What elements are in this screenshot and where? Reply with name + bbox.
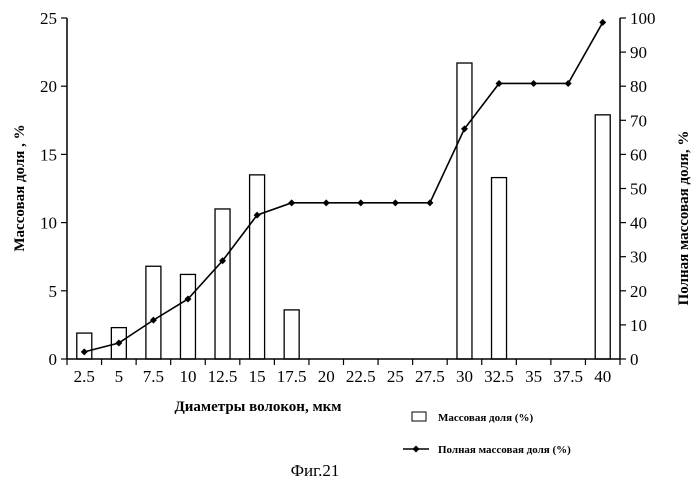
y2-tick-label: 30 bbox=[630, 248, 647, 267]
bar bbox=[215, 209, 230, 359]
y2-tick-label: 20 bbox=[630, 282, 647, 301]
bar bbox=[284, 310, 299, 359]
x-tick-label: 27.5 bbox=[415, 367, 445, 386]
x-tick-label: 7.5 bbox=[143, 367, 164, 386]
y-tick-label: 15 bbox=[40, 145, 57, 164]
legend-line-marker bbox=[413, 446, 420, 453]
y2-tick-label: 100 bbox=[630, 9, 656, 28]
x-tick-label: 30 bbox=[456, 367, 473, 386]
tick-labels: 0 5 10 15 20 25 0 10 20 30 40 50 60 70 80 90 100 2.5 5 7.5 1… bbox=[40, 9, 656, 386]
x-tick-label: 20 bbox=[318, 367, 335, 386]
line-point-marker bbox=[530, 80, 537, 87]
x-tick-label: 25 bbox=[387, 367, 404, 386]
x-tick-label: 22.5 bbox=[346, 367, 376, 386]
y2-tick-label: 40 bbox=[630, 214, 647, 233]
x-tick-label: 32.5 bbox=[484, 367, 514, 386]
x-tick-label: 40 bbox=[594, 367, 611, 386]
bar-series-mass-fraction bbox=[77, 63, 610, 359]
y2-axis-title: Полная массовая доля, % bbox=[676, 131, 692, 306]
x-tick-label: 12.5 bbox=[208, 367, 238, 386]
cumulative-line bbox=[84, 22, 602, 351]
y2-tick-label: 50 bbox=[630, 180, 647, 199]
y-tick-label: 25 bbox=[40, 9, 57, 28]
legend-label-mass-fraction: Массовая доля (%) bbox=[438, 412, 533, 424]
y-axis-title: Массовая доля , % bbox=[12, 124, 28, 251]
legend: Массовая доля (%) Полная массовая доля (… bbox=[403, 412, 571, 456]
y-tick-label: 20 bbox=[40, 77, 57, 96]
x-tick-label: 5 bbox=[115, 367, 124, 386]
x-tick-label: 15 bbox=[249, 367, 266, 386]
y2-tick-label: 60 bbox=[630, 145, 647, 164]
bar bbox=[180, 274, 195, 359]
line-point-marker bbox=[599, 19, 606, 26]
y2-tick-label: 0 bbox=[630, 350, 639, 369]
x-tick-label: 35 bbox=[525, 367, 542, 386]
legend-label-cumulative: Полная массовая доля (%) bbox=[438, 444, 571, 456]
figure-caption: Фиг.21 bbox=[291, 461, 340, 480]
y2-tick-label: 70 bbox=[630, 111, 647, 130]
line-point-marker bbox=[288, 199, 295, 206]
y2-tick-label: 10 bbox=[630, 316, 647, 335]
y-tick-label: 0 bbox=[49, 350, 58, 369]
line-point-marker bbox=[426, 199, 433, 206]
bar bbox=[250, 175, 265, 359]
line-point-marker bbox=[357, 199, 364, 206]
bar bbox=[492, 178, 507, 359]
line-point-marker bbox=[323, 199, 330, 206]
y2-tick-label: 80 bbox=[630, 77, 647, 96]
x-tick-label: 17.5 bbox=[277, 367, 307, 386]
line-point-marker bbox=[565, 80, 572, 87]
x-tick-label: 2.5 bbox=[74, 367, 95, 386]
bar bbox=[595, 115, 610, 359]
bar bbox=[457, 63, 472, 359]
y-tick-label: 10 bbox=[40, 214, 57, 233]
y-tick-label: 5 bbox=[49, 282, 58, 301]
x-tick-label: 37.5 bbox=[553, 367, 583, 386]
bar bbox=[146, 266, 161, 359]
x-axis-title: Диаметры волокон, мкм bbox=[174, 399, 341, 415]
legend-bar-swatch bbox=[412, 412, 426, 421]
line-point-marker bbox=[392, 199, 399, 206]
x-tick-label: 10 bbox=[179, 367, 196, 386]
y2-tick-label: 90 bbox=[630, 43, 647, 62]
